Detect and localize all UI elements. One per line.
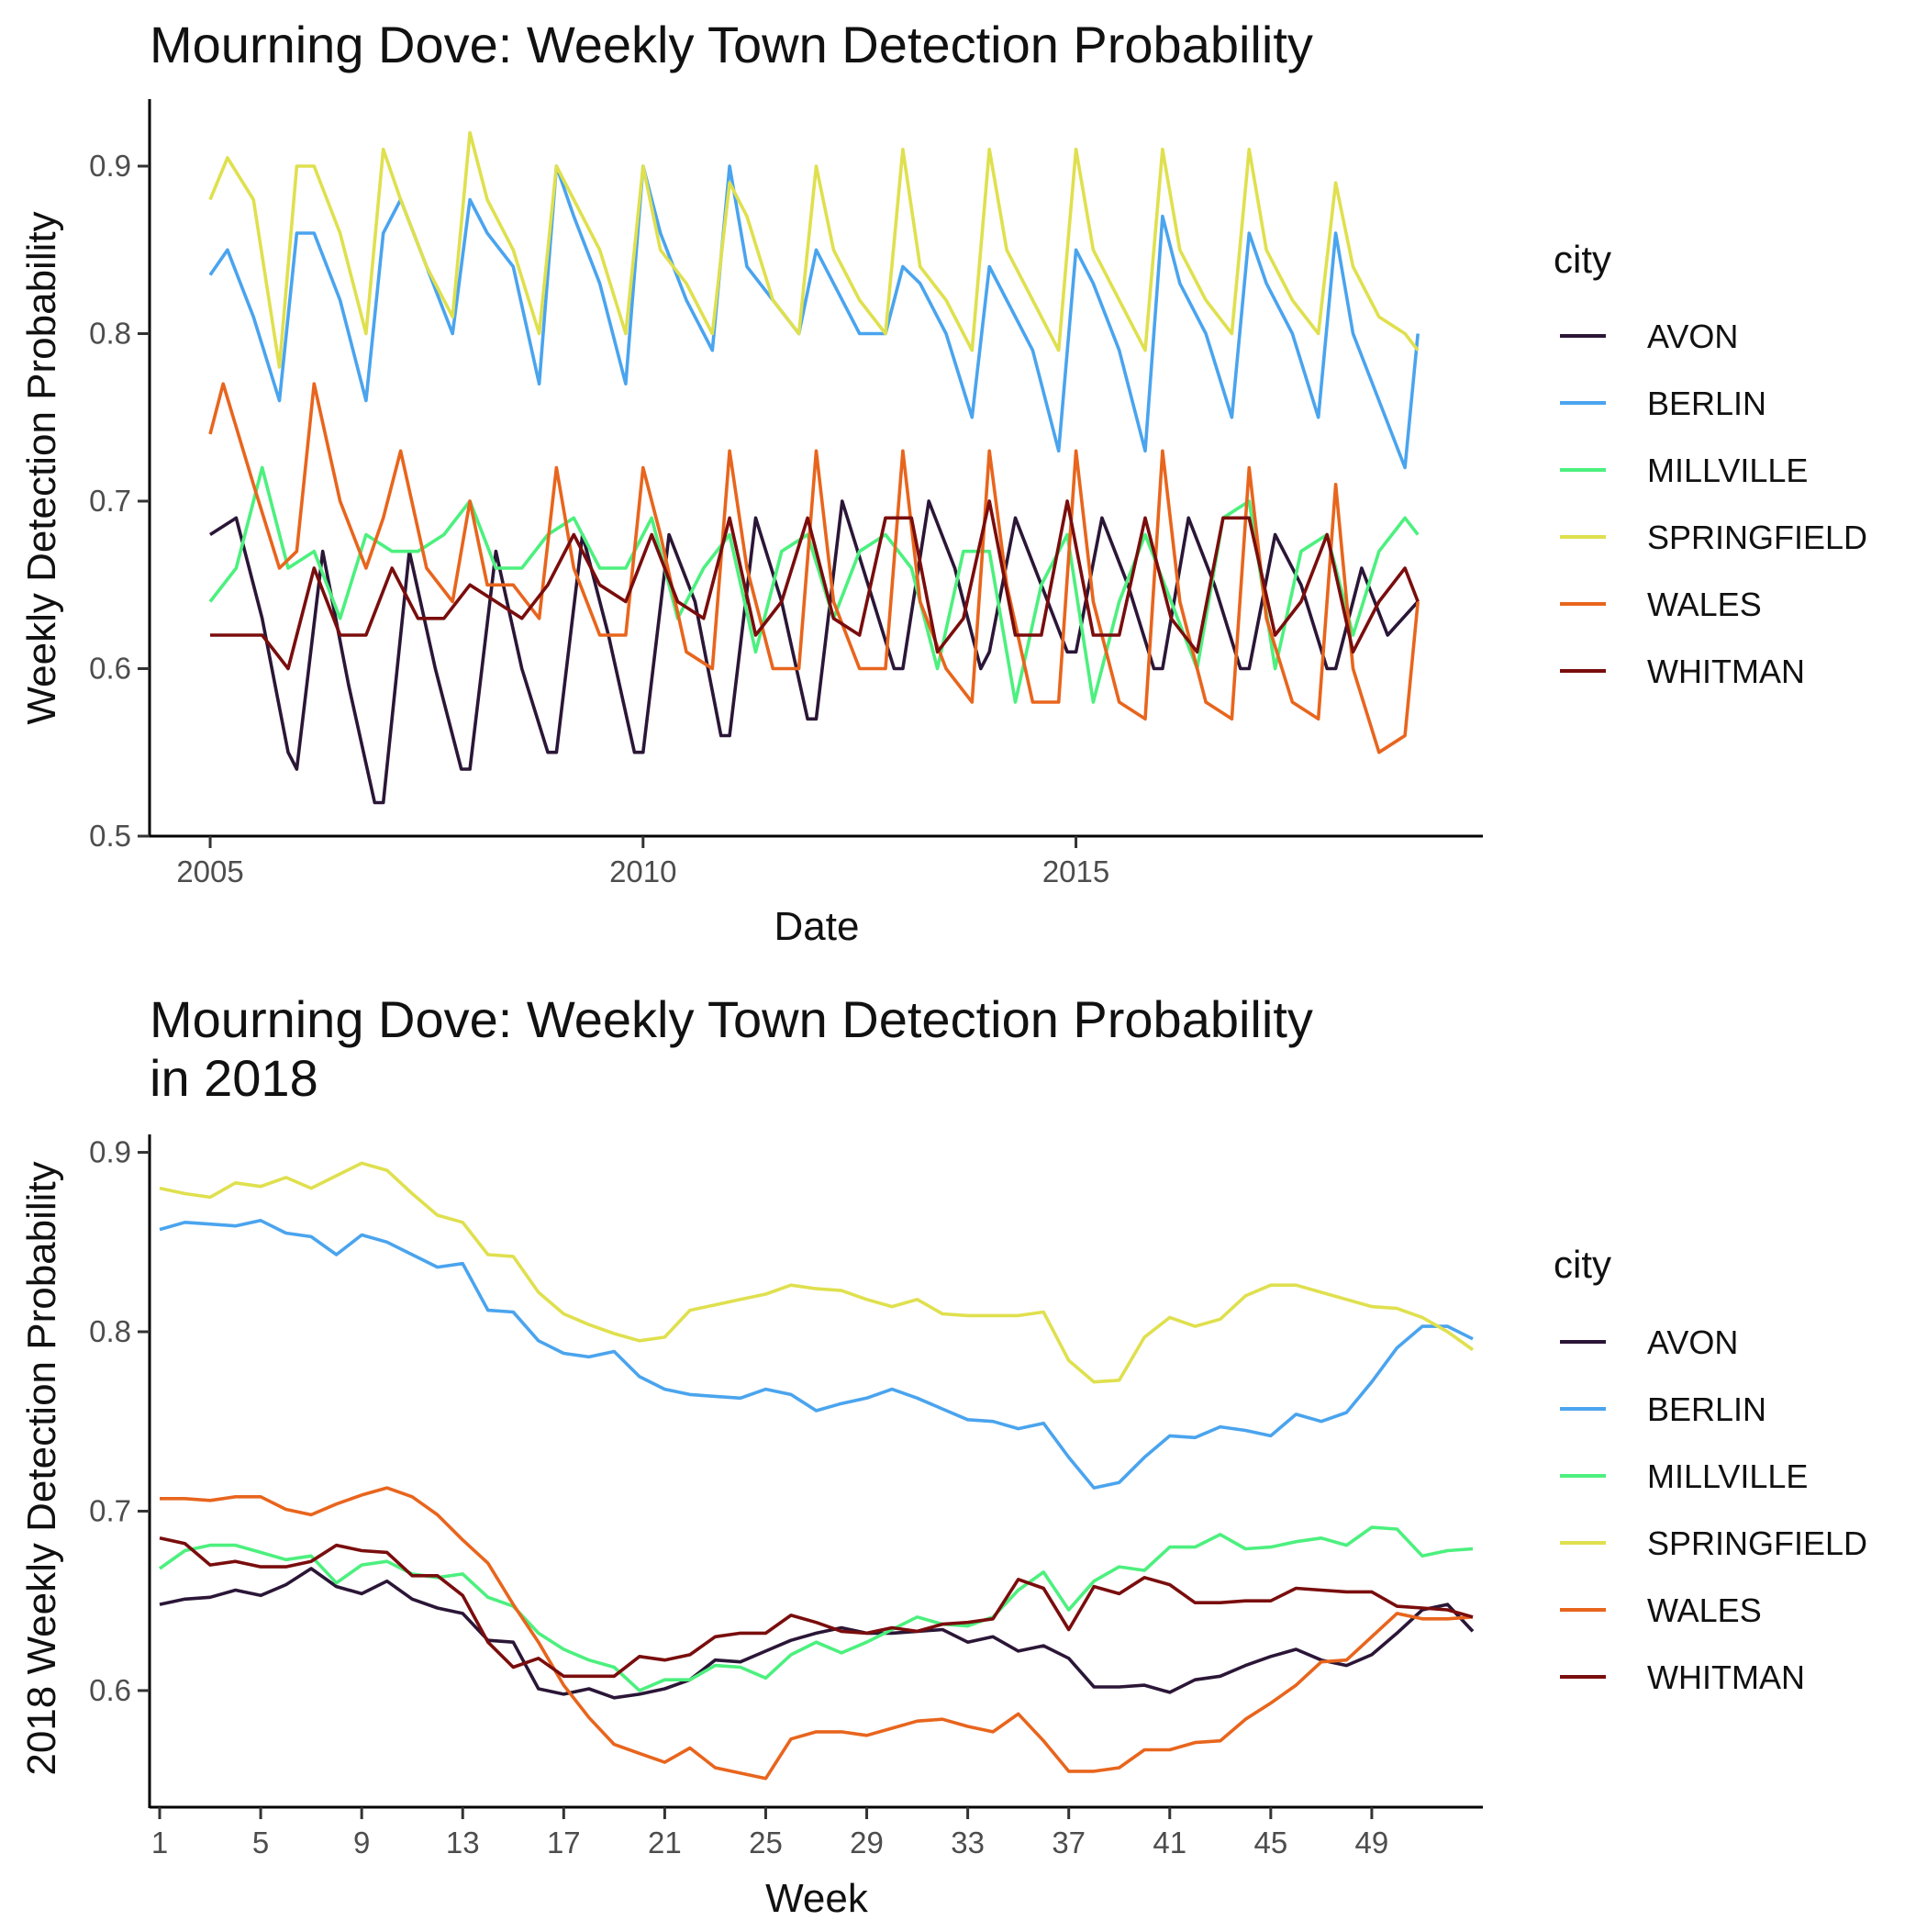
x-tick-label: 33 xyxy=(951,1826,985,1859)
chart-bottom: Mourning Dove: Weekly Town Detection Pro… xyxy=(19,990,1867,1921)
x-tick-label: 29 xyxy=(850,1826,884,1859)
y-tick-label: 0.9 xyxy=(89,1135,131,1169)
legend-title: city xyxy=(1554,1243,1611,1286)
y-tick-label: 0.7 xyxy=(89,1493,131,1527)
y-tick-label: 0.9 xyxy=(89,149,131,183)
chart-title: Mourning Dove: Weekly Town Detection Pro… xyxy=(150,990,1313,1048)
series-line-avon xyxy=(209,499,1420,805)
series-line-whitman xyxy=(159,1536,1474,1679)
chart-title: Mourning Dove: Weekly Town Detection Pro… xyxy=(150,16,1313,73)
x-axis-title: Week xyxy=(765,1876,869,1921)
x-tick-label: 25 xyxy=(749,1826,783,1859)
legend-items: AVON BERLIN MILLVILLE SPRINGFIELD WALES WHITM… xyxy=(1560,318,1867,690)
legend-label-whitman: WHITMAN xyxy=(1647,653,1805,690)
series-line-whitman xyxy=(210,499,1420,671)
legend-items: AVON BERLIN MILLVILLE SPRINGFIELD WALES WHITM… xyxy=(1560,1323,1867,1696)
x-tick-label: 2010 xyxy=(609,854,676,888)
y-tick-label: 0.6 xyxy=(89,652,131,686)
legend: city AVON BERLIN MILLVILLE SPRINGFIELD WALES… xyxy=(1554,238,1867,690)
x-tick-label: 5 xyxy=(252,1826,269,1859)
x-tick-label: 17 xyxy=(547,1826,581,1859)
x-ticks: 2005 2010 2015 xyxy=(176,836,1109,888)
y-axis-title: 2018 Weekly Detection Probability xyxy=(19,1161,64,1775)
x-tick-label: 9 xyxy=(353,1826,370,1859)
legend-label-millville: MILLVILLE xyxy=(1647,452,1808,489)
plot-lines xyxy=(208,130,1420,805)
legend-label-whitman: WHITMAN xyxy=(1647,1658,1805,1696)
series-line-springfield xyxy=(208,130,1420,369)
x-tick-label: 13 xyxy=(446,1826,480,1859)
chart-top: Mourning Dove: Weekly Town Detection Pro… xyxy=(19,16,1867,949)
y-ticks: 0.6 0.7 0.8 0.9 xyxy=(89,1135,150,1707)
legend: city AVON BERLIN MILLVILLE SPRINGFIELD WALES… xyxy=(1554,1243,1867,1696)
x-ticks: 1 5 9 13 17 21 25 29 33 37 41 45 49 xyxy=(151,1807,1388,1859)
y-tick-label: 0.6 xyxy=(89,1673,131,1707)
x-tick-label: 45 xyxy=(1253,1826,1287,1859)
chart-title-line2: in 2018 xyxy=(150,1049,318,1107)
series-line-wales xyxy=(160,1486,1474,1781)
legend-label-springfield: SPRINGFIELD xyxy=(1647,519,1867,556)
x-tick-label: 37 xyxy=(1052,1826,1086,1859)
legend-label-springfield: SPRINGFIELD xyxy=(1647,1524,1867,1562)
legend-label-wales: WALES xyxy=(1647,586,1762,623)
x-tick-label: 2015 xyxy=(1042,854,1109,888)
series-line-springfield xyxy=(159,1161,1475,1384)
legend-label-wales: WALES xyxy=(1647,1591,1762,1629)
y-axis-title: Weekly Detection Probability xyxy=(19,211,64,724)
legend-label-avon: AVON xyxy=(1647,1323,1738,1361)
series-line-wales xyxy=(208,382,1420,754)
legend-label-berlin: BERLIN xyxy=(1647,385,1766,422)
x-tick-label: 41 xyxy=(1153,1826,1186,1859)
y-tick-label: 0.5 xyxy=(89,819,131,853)
y-tick-label: 0.8 xyxy=(89,1314,131,1348)
legend-title: city xyxy=(1554,238,1611,281)
series-line-millville xyxy=(208,465,1420,704)
legend-label-avon: AVON xyxy=(1647,318,1738,355)
y-tick-label: 0.8 xyxy=(89,317,131,351)
plot-lines xyxy=(158,1161,1475,1781)
x-tick-label: 1 xyxy=(151,1826,168,1859)
x-tick-label: 21 xyxy=(648,1826,682,1859)
legend-label-berlin: BERLIN xyxy=(1647,1390,1766,1428)
x-axis-title: Date xyxy=(774,904,860,949)
series-line-millville xyxy=(158,1525,1474,1692)
x-tick-label: 49 xyxy=(1355,1826,1389,1859)
legend-label-millville: MILLVILLE xyxy=(1647,1457,1808,1495)
series-line-avon xyxy=(159,1567,1475,1700)
series-line-berlin xyxy=(159,1219,1474,1490)
y-ticks: 0.5 0.6 0.7 0.8 0.9 xyxy=(89,149,150,853)
y-tick-label: 0.7 xyxy=(89,484,131,518)
x-tick-label: 2005 xyxy=(176,854,243,888)
